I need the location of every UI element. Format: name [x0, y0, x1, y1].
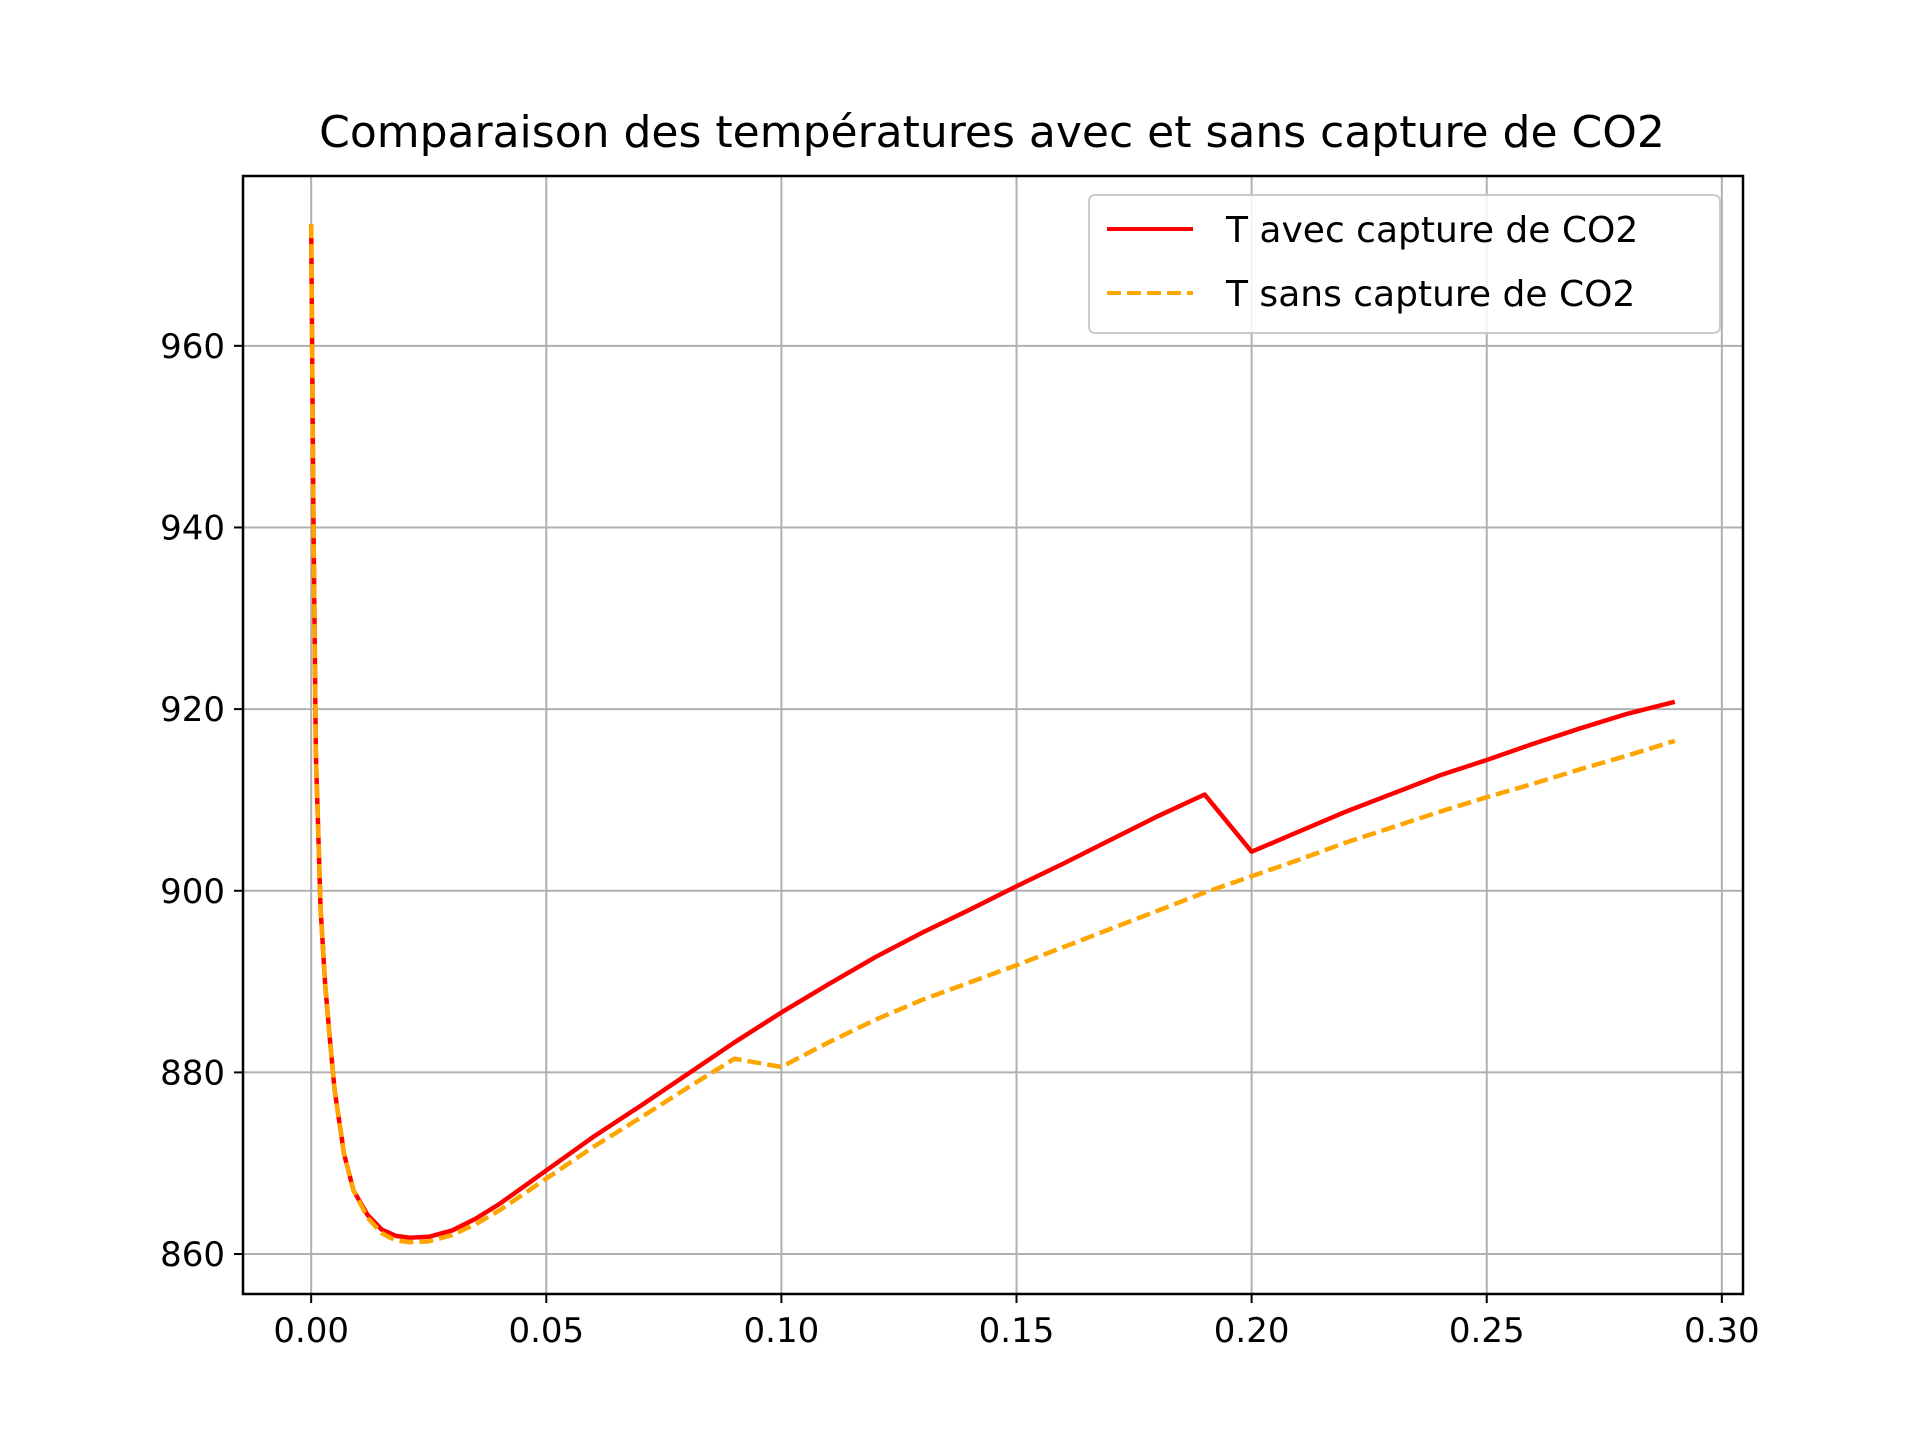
y-tick-label: 920 — [160, 690, 225, 730]
axis-ticks: 0.00 0.05 0.10 0.15 0.20 0.25 0.30 860 880 900 920… — [160, 327, 1760, 1351]
y-tick-label: 860 — [160, 1235, 225, 1275]
x-tick-label: 0.10 — [744, 1311, 820, 1351]
legend: T avec capture de CO2 T sans capture de … — [1088, 194, 1721, 334]
x-tick-label: 0.25 — [1449, 1311, 1525, 1351]
legend-label-sans: T sans capture de CO2 — [1225, 274, 1635, 315]
y-tick-label: 940 — [160, 508, 225, 548]
x-tick-label: 0.15 — [979, 1311, 1055, 1351]
grid — [243, 176, 1743, 1294]
chart-title: Comparaison des températures avec et san… — [319, 107, 1665, 158]
x-tick-label: 0.20 — [1214, 1311, 1290, 1351]
x-tick-label: 0.00 — [273, 1311, 349, 1351]
series-line-sans — [308, 224, 1676, 1245]
legend-box — [1088, 194, 1721, 334]
series-lines — [308, 224, 1676, 1245]
y-tick-label: 900 — [160, 872, 225, 912]
x-tick-label: 0.30 — [1684, 1311, 1760, 1351]
y-tick-label: 960 — [160, 327, 225, 367]
y-tick-label: 880 — [160, 1053, 225, 1093]
x-tick-label: 0.05 — [508, 1311, 584, 1351]
plot-frame — [241, 174, 1745, 1296]
legend-label-avec: T avec capture de CO2 — [1225, 210, 1638, 251]
